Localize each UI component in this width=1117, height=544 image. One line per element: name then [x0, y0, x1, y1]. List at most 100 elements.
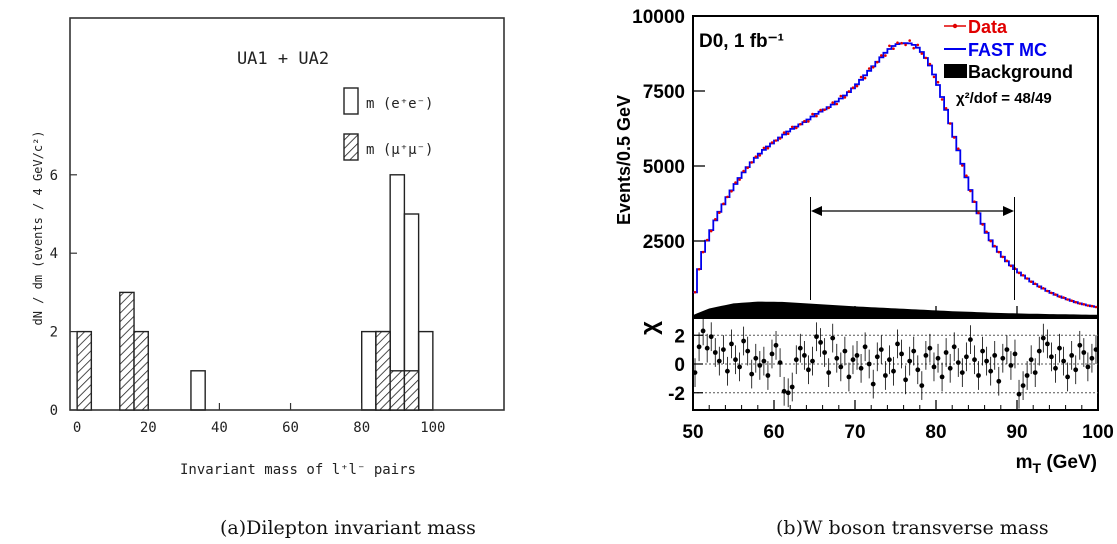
data-point — [952, 136, 956, 139]
residual-point — [753, 355, 759, 361]
residual-point — [866, 361, 872, 367]
data-point — [977, 211, 980, 215]
data-point — [730, 190, 733, 193]
data-point — [1074, 300, 1077, 304]
chart-title: UA1 + UA2 — [237, 49, 329, 69]
data-point — [831, 101, 834, 104]
data-point — [827, 106, 830, 110]
residual-point — [846, 374, 852, 380]
data-point — [790, 125, 794, 129]
data-point — [782, 131, 786, 134]
y-axis-ticks: 2500 5000 7500 10000 — [632, 7, 705, 253]
data-point — [957, 147, 960, 150]
residual-point — [725, 368, 730, 374]
residual-point — [891, 368, 896, 374]
residual-axis-label: χ — [636, 321, 663, 335]
data-point — [750, 161, 753, 164]
w-mass-chart: D0, 1 fb⁻¹ Data FAST MC Background χ²/do… — [614, 7, 1114, 476]
residual-point — [1032, 370, 1038, 375]
data-point — [880, 54, 883, 57]
data-point — [948, 122, 952, 125]
x-tick-label: 60 — [763, 422, 784, 443]
data-point — [738, 178, 741, 181]
residual-point — [1028, 357, 1034, 363]
residual-point — [696, 344, 702, 350]
residual-point — [721, 347, 726, 352]
legend-swatch-background — [944, 64, 967, 78]
data-point — [1078, 302, 1082, 305]
data-point — [811, 112, 814, 116]
residual-point — [814, 334, 819, 340]
residual-point — [692, 370, 698, 375]
mumu-bar — [389, 370, 406, 411]
data-point — [807, 120, 810, 123]
data-point — [1058, 295, 1061, 298]
data-point — [936, 80, 940, 84]
data-point — [709, 229, 713, 233]
data-point — [997, 250, 1001, 254]
data-point — [762, 146, 766, 150]
data-point — [795, 126, 798, 130]
residual-point — [903, 377, 908, 383]
residual-point — [895, 341, 900, 347]
residual-point — [769, 351, 775, 357]
histogram-bars — [76, 174, 434, 411]
data-point — [1009, 264, 1013, 268]
residual-point — [781, 388, 787, 394]
x-axis-ticks: 50 60 70 80 90 100 — [682, 306, 1114, 443]
data-point — [843, 96, 847, 99]
data-point — [855, 84, 859, 88]
ee-bar — [361, 330, 377, 411]
data-point — [1017, 271, 1021, 275]
ee-bar — [190, 370, 206, 411]
data-point — [920, 52, 924, 55]
residual-point — [1081, 350, 1087, 355]
residual-point — [874, 354, 880, 360]
dilepton-chart: UA1 + UA2 m (e⁺e⁻) m (μ⁺μ⁻) 0 20 40 60 80 100… — [31, 17, 505, 478]
data-point — [786, 132, 790, 135]
data-point — [1021, 274, 1025, 277]
ee-bar — [417, 330, 434, 411]
residual-point — [1093, 347, 1099, 352]
residual-point — [737, 364, 742, 370]
legend-label-mumu: m (μ⁺μ⁻) — [366, 142, 433, 158]
residual-point — [777, 360, 783, 365]
data-point — [823, 108, 826, 112]
residual-point — [883, 373, 888, 378]
data-point — [928, 62, 932, 66]
data-point — [973, 200, 976, 203]
residual-point — [850, 357, 856, 363]
residual-point — [919, 383, 925, 388]
data-point — [904, 43, 907, 47]
residual-point — [1069, 353, 1075, 358]
data-point — [1025, 277, 1029, 280]
data-point — [1090, 304, 1094, 308]
residual-point — [826, 370, 832, 375]
residual-point — [806, 367, 811, 373]
data-point — [1082, 303, 1086, 306]
y-axis-label: Events/0.5 GeV — [614, 95, 634, 225]
residual-point — [802, 353, 807, 358]
data-point — [799, 122, 802, 126]
residual-point — [838, 364, 844, 370]
data-point — [1033, 282, 1037, 286]
x-axis-ticks: 0 20 40 60 80 100 — [73, 403, 446, 436]
residual-point — [951, 344, 957, 350]
residual-point — [931, 364, 937, 370]
y-tick-label: 4 — [50, 246, 58, 262]
residual-point — [830, 335, 836, 341]
legend-label-background: Background — [968, 62, 1073, 82]
data-point — [1046, 289, 1049, 293]
residual-point — [1000, 355, 1006, 361]
data-point — [961, 164, 964, 167]
data-point — [1050, 291, 1053, 295]
residual-point — [716, 358, 722, 364]
residual-point — [1008, 363, 1014, 368]
legend-swatch-ee — [343, 87, 359, 115]
residual-point — [1053, 365, 1058, 371]
legend-label-ee: m (e⁺e⁻) — [366, 96, 433, 112]
residual-point — [749, 371, 755, 377]
residual-point — [1049, 354, 1054, 360]
residual-point — [765, 373, 771, 378]
data-point — [1029, 280, 1033, 284]
